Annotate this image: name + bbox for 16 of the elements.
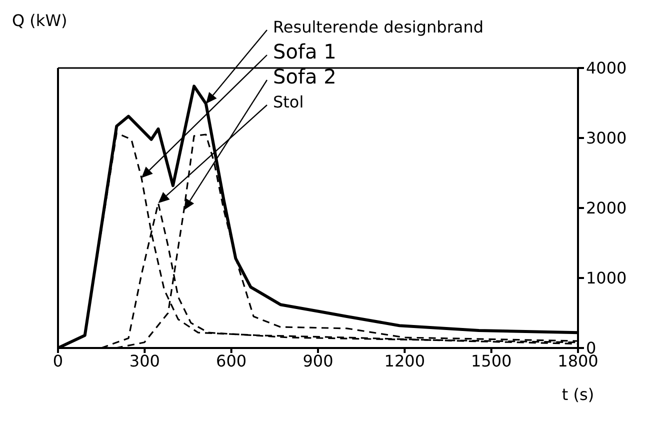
y-tick-label: 4000: [586, 58, 627, 78]
y-tick-label: 3000: [586, 128, 627, 148]
y-axis-title: Q (kW): [12, 11, 68, 30]
x-tick-label: 300: [129, 351, 160, 370]
text: Stol: [273, 92, 304, 112]
x-tick-label: 900: [302, 351, 334, 370]
x-axis-title: t (s): [562, 385, 594, 404]
x-tick-label: 1500: [470, 351, 512, 370]
x-tick-label: 1200: [384, 351, 426, 370]
text: Sofa 1: [273, 39, 336, 64]
y-tick-label: 2000: [586, 198, 627, 218]
y-tick-label: 1000: [586, 268, 627, 288]
text: Sofa 2: [273, 64, 336, 88]
x-tick-label: 0: [52, 351, 64, 370]
x-tick-label: 600: [216, 351, 247, 370]
text: Resulterende designbrand: [273, 17, 484, 36]
